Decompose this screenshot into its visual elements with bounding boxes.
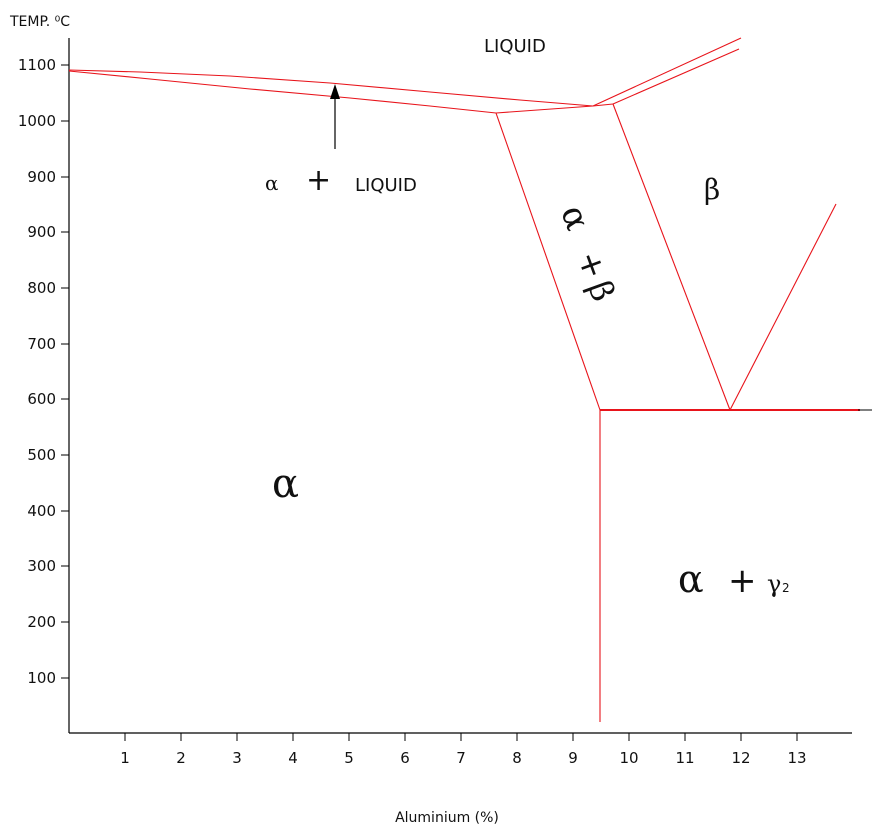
region-label-alpha-beta: α + β bbox=[552, 200, 622, 306]
alpha-solvus bbox=[495, 112, 601, 411]
y-tick-label: 800 bbox=[27, 279, 56, 297]
y-tick-label: 900 bbox=[27, 168, 56, 186]
beta-solidus-upper bbox=[612, 48, 740, 105]
y-tick-label: 1000 bbox=[18, 112, 56, 130]
x-tick-label: 6 bbox=[400, 749, 410, 767]
x-tick-label: 10 bbox=[619, 749, 638, 767]
region-label-liquid: LIQUID bbox=[484, 36, 546, 57]
beta-liquidus-upper bbox=[592, 37, 742, 107]
y-tick-label: 1100 bbox=[18, 56, 56, 74]
peritectic-tie-line bbox=[495, 105, 594, 114]
beta-liquidus-lower-tie bbox=[592, 103, 614, 107]
x-tick-label: 5 bbox=[344, 749, 354, 767]
y-tick-label: 500 bbox=[27, 446, 56, 464]
liquidus-curve bbox=[68, 69, 594, 107]
region-label-alpha: α bbox=[272, 461, 299, 507]
alpha-gamma-alpha: α bbox=[678, 557, 704, 601]
beta-solvus-left bbox=[612, 103, 731, 411]
y-tick-label: 300 bbox=[27, 557, 56, 575]
y-tick-label: 400 bbox=[27, 502, 56, 520]
x-tick-label: 11 bbox=[675, 749, 694, 767]
alpha-gamma-plus: + bbox=[728, 561, 757, 601]
axes bbox=[68, 38, 852, 734]
x-ticks: 1 2 3 4 5 6 7 8 9 10 11 12 13 bbox=[120, 733, 807, 767]
y-tick-label: 900 bbox=[27, 223, 56, 241]
alpha-gamma-subscript: 2 bbox=[782, 581, 790, 595]
x-tick-label: 12 bbox=[731, 749, 750, 767]
region-label-alpha-gamma: α + γ 2 bbox=[678, 557, 790, 601]
y-tick-label: 600 bbox=[27, 390, 56, 408]
region-label-alpha-liquid-symbol: α bbox=[265, 171, 279, 195]
x-tick-label: 4 bbox=[288, 749, 298, 767]
x-tick-label: 1 bbox=[120, 749, 130, 767]
x-axis-title: Aluminium (%) bbox=[395, 810, 499, 826]
region-label-alpha-liquid-plus: + bbox=[306, 163, 331, 198]
arrow bbox=[330, 84, 340, 149]
y-tick-label: 100 bbox=[27, 669, 56, 687]
y-tick-label: 200 bbox=[27, 613, 56, 631]
alpha-beta-alpha: α bbox=[552, 200, 597, 235]
region-label-alpha-liquid-text: LIQUID bbox=[355, 175, 417, 196]
y-tick-label: 700 bbox=[27, 335, 56, 353]
x-tick-label: 9 bbox=[568, 749, 578, 767]
arrow-head bbox=[330, 84, 340, 99]
phase-boundaries bbox=[68, 37, 872, 722]
region-label-beta: β bbox=[704, 173, 720, 206]
y-axis-title: TEMP. ⁰C bbox=[9, 14, 70, 30]
beta-solvus-right bbox=[729, 203, 837, 411]
x-tick-label: 3 bbox=[232, 749, 242, 767]
x-tick-label: 7 bbox=[456, 749, 466, 767]
x-tick-label: 2 bbox=[176, 749, 186, 767]
x-tick-label: 8 bbox=[512, 749, 522, 767]
y-ticks: 1100 1000 900 900 800 700 600 500 400 30… bbox=[18, 56, 69, 687]
x-tick-label: 13 bbox=[787, 749, 806, 767]
solidus-curve bbox=[68, 70, 497, 114]
alpha-gamma-gamma: γ bbox=[767, 570, 781, 598]
